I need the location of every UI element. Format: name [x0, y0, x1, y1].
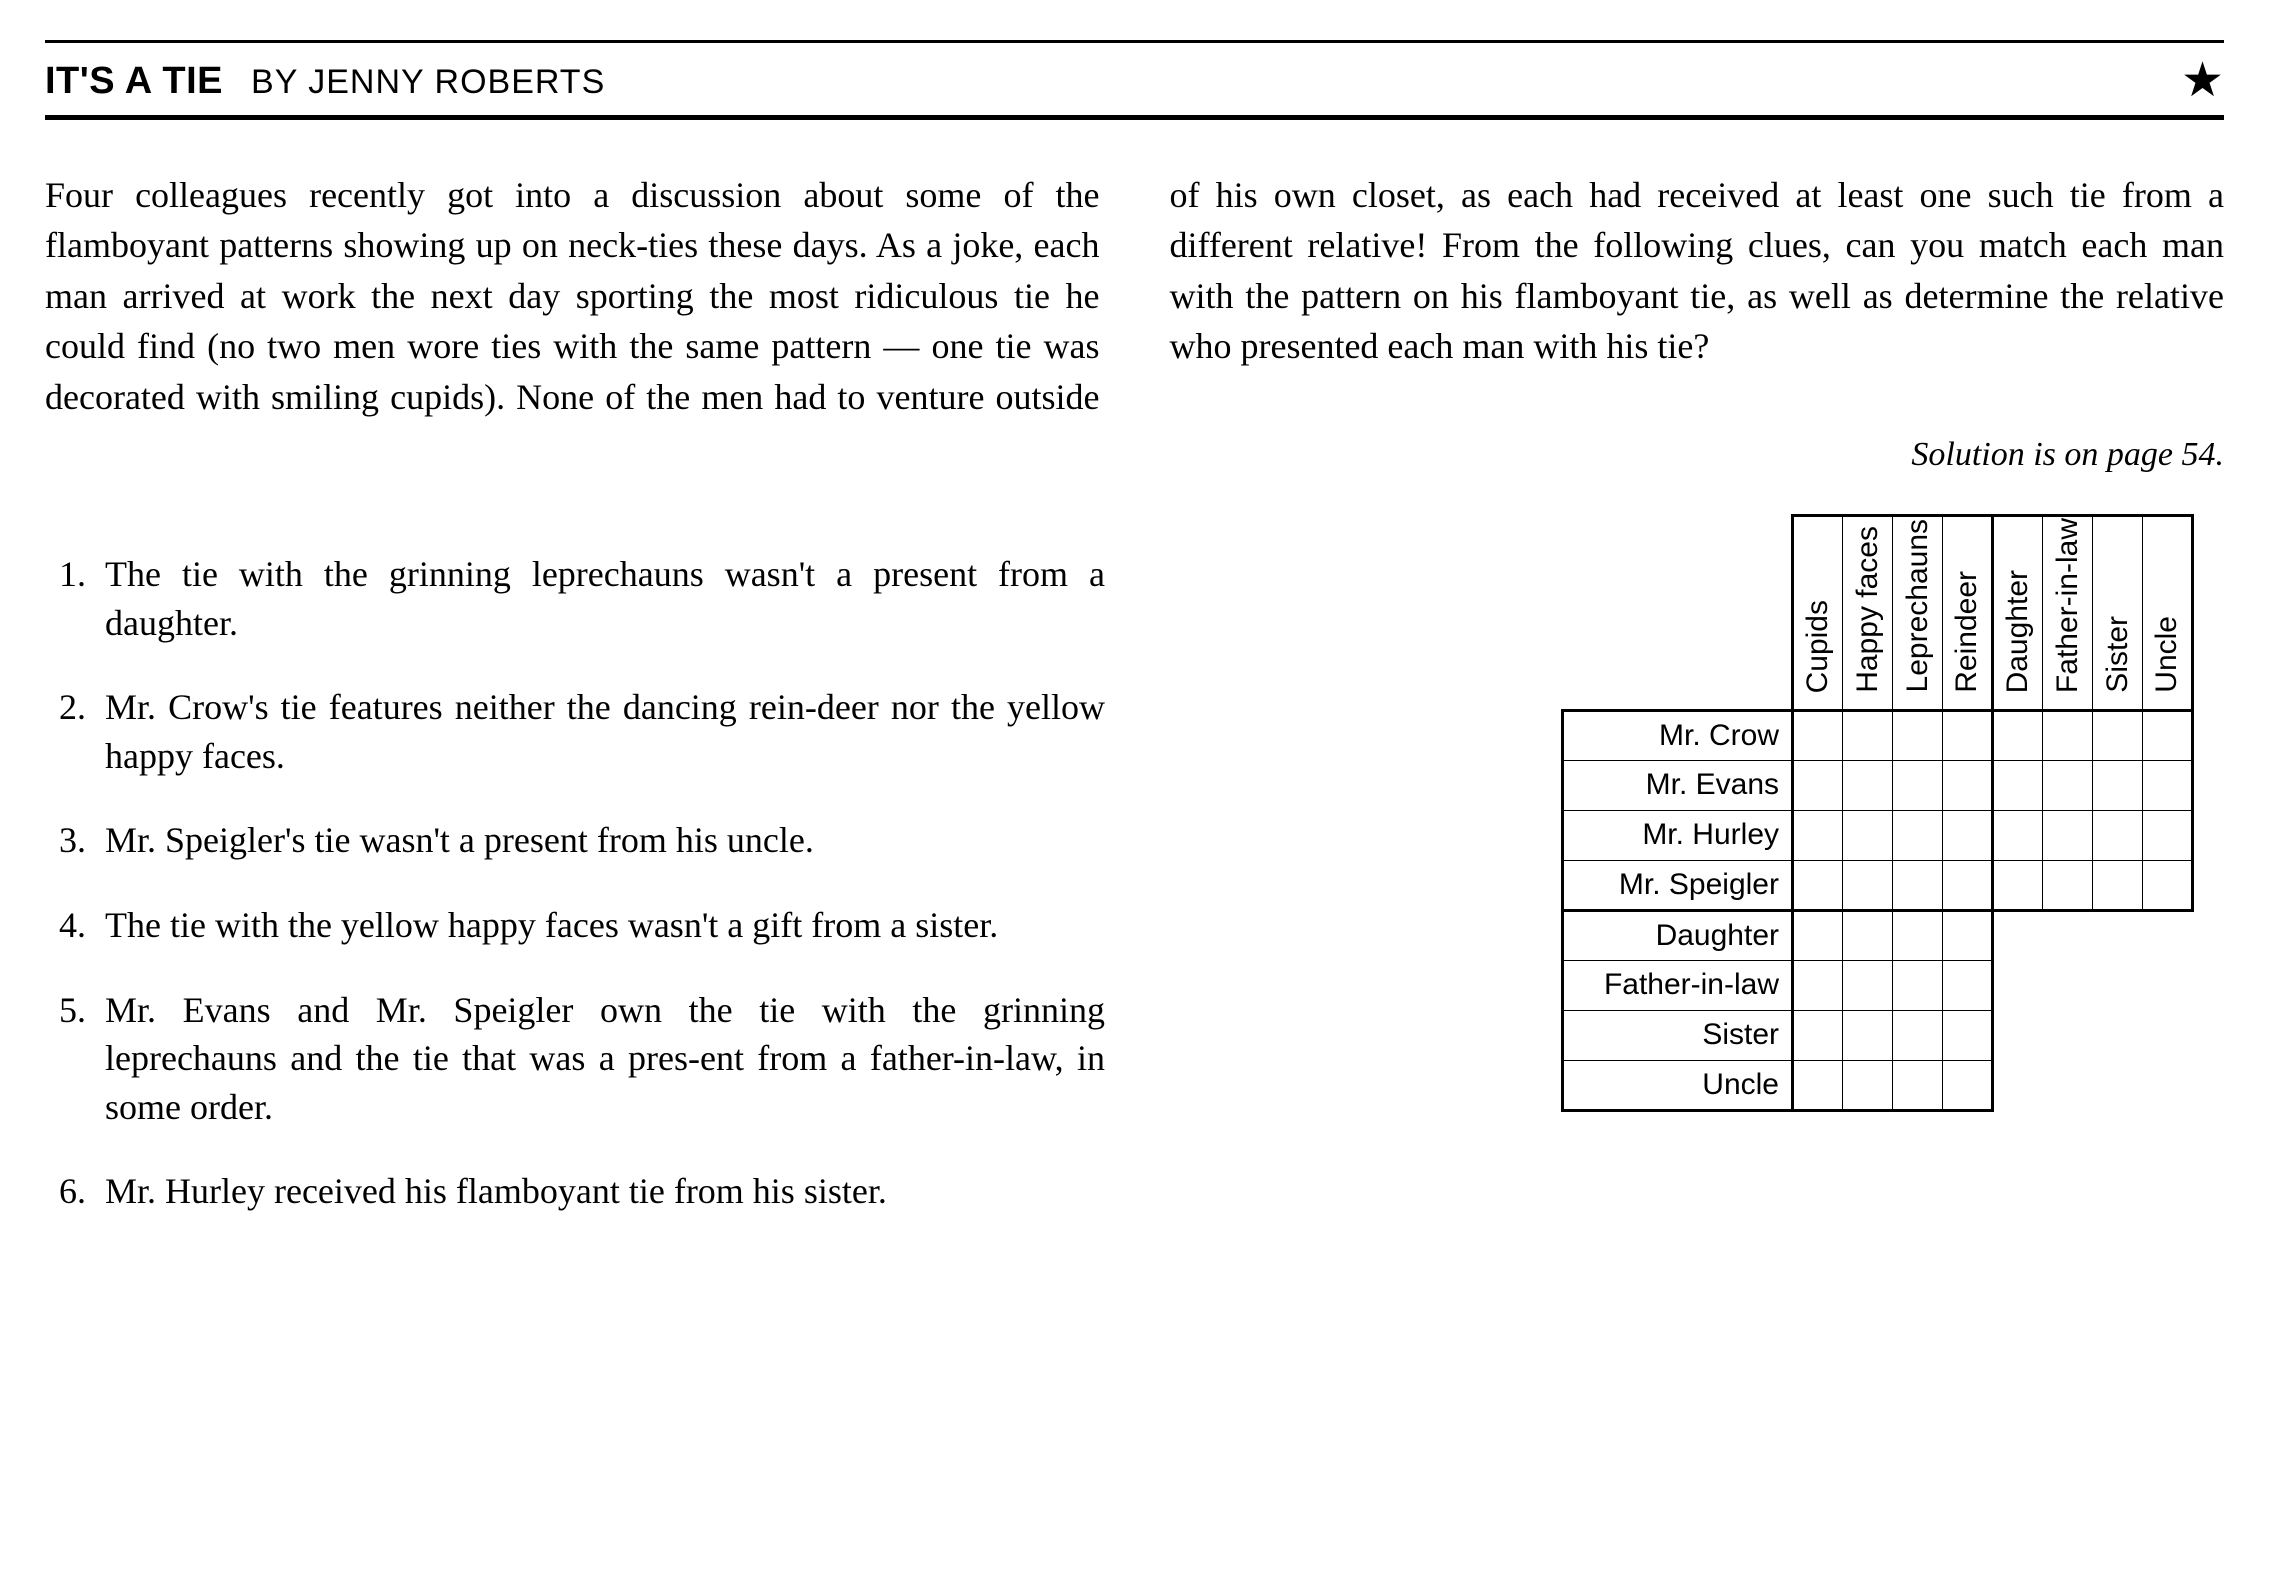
clue-item: Mr. Hurley received his flamboyant tie f…: [95, 1167, 1105, 1216]
grid-cell[interactable]: [1843, 710, 1893, 760]
grid-cell[interactable]: [2143, 710, 2193, 760]
grid-cell[interactable]: [1893, 760, 1943, 810]
grid-cell[interactable]: [1843, 860, 1893, 910]
by-prefix: BY: [251, 63, 298, 101]
grid-cell[interactable]: [2043, 810, 2093, 860]
grid-cell[interactable]: [2093, 810, 2143, 860]
grid-cell[interactable]: [2093, 760, 2143, 810]
grid-cell[interactable]: [1793, 710, 1843, 760]
logic-grid-wrap: Cupids Happy faces Leprechauns Reindeer …: [1175, 514, 2224, 1112]
grid-cell[interactable]: [1943, 910, 1993, 960]
grid-cell[interactable]: [1893, 1010, 1943, 1060]
grid-cell[interactable]: [1793, 760, 1843, 810]
grid-cell[interactable]: [1993, 810, 2043, 860]
grid-cell[interactable]: [1943, 960, 1993, 1010]
grid-blank-region: [1993, 910, 2193, 1110]
grid-col-header: Cupids: [1793, 515, 1843, 710]
clue-item: The tie with the grinning leprechauns wa…: [95, 550, 1105, 647]
grid-row: Mr. Crow: [1563, 710, 2193, 760]
grid-row: Mr. Evans: [1563, 760, 2193, 810]
grid-row-header: Mr. Speigler: [1563, 860, 1793, 910]
byline: BY JENNY ROBERTS: [251, 63, 605, 102]
clues-list: The tie with the grinning leprechauns wa…: [45, 550, 1105, 1252]
grid-col-header: Daughter: [1993, 515, 2043, 710]
grid-cell[interactable]: [1893, 810, 1943, 860]
grid-cell[interactable]: [1793, 1010, 1843, 1060]
grid-cell[interactable]: [1793, 810, 1843, 860]
lower-section: The tie with the grinning leprechauns wa…: [45, 514, 2224, 1288]
grid-cell[interactable]: [1843, 810, 1893, 860]
star-icon: ★: [2181, 57, 2224, 105]
grid-col-header: Leprechauns: [1893, 515, 1943, 710]
grid-row-header: Mr. Hurley: [1563, 810, 1793, 860]
grid-corner-blank: [1563, 515, 1793, 710]
grid-cell[interactable]: [2143, 860, 2193, 910]
grid-col-header: Sister: [2093, 515, 2143, 710]
grid-cell[interactable]: [2043, 860, 2093, 910]
grid-col-header: Uncle: [2143, 515, 2193, 710]
solution-note: Solution is on page 54.: [45, 436, 2224, 474]
intro-paragraph: Four colleagues recently got into a disc…: [45, 170, 2224, 422]
grid-row: Mr. Hurley: [1563, 810, 2193, 860]
grid-cell[interactable]: [1993, 760, 2043, 810]
grid-cell[interactable]: [1893, 960, 1943, 1010]
grid-row: Mr. Speigler: [1563, 860, 2193, 910]
grid-col-header: Reindeer: [1943, 515, 1993, 710]
grid-cell[interactable]: [1843, 1060, 1893, 1110]
grid-cell[interactable]: [2093, 710, 2143, 760]
grid-cell[interactable]: [1943, 1010, 1993, 1060]
grid-cell[interactable]: [2143, 760, 2193, 810]
grid-cell[interactable]: [1843, 1010, 1893, 1060]
grid-cell[interactable]: [1793, 960, 1843, 1010]
grid-cell[interactable]: [1893, 710, 1943, 760]
grid-cell[interactable]: [2143, 810, 2193, 860]
puzzle-title: IT'S A TIE: [45, 60, 223, 103]
clue-item: Mr. Speigler's tie wasn't a present from…: [95, 816, 1105, 865]
grid-cell[interactable]: [1993, 860, 2043, 910]
grid-cell[interactable]: [1893, 1060, 1943, 1110]
grid-row-header: Sister: [1563, 1010, 1793, 1060]
clue-item: The tie with the yellow happy faces wasn…: [95, 901, 1105, 950]
clue-item: Mr. Crow's tie features neither the danc…: [95, 683, 1105, 780]
grid-row-header: Mr. Crow: [1563, 710, 1793, 760]
grid-cell[interactable]: [2093, 860, 2143, 910]
grid-cell[interactable]: [1893, 910, 1943, 960]
grid-cell[interactable]: [1893, 860, 1943, 910]
content-area: Four colleagues recently got into a disc…: [45, 120, 2224, 1288]
grid-row-header: Mr. Evans: [1563, 760, 1793, 810]
grid-cell[interactable]: [1993, 710, 2043, 760]
header-bar: IT'S A TIE BY JENNY ROBERTS ★: [45, 49, 2224, 120]
grid-cell[interactable]: [1843, 910, 1893, 960]
grid-cell[interactable]: [1943, 810, 1993, 860]
grid-cell[interactable]: [1793, 910, 1843, 960]
grid-cell[interactable]: [1793, 860, 1843, 910]
grid-row-header: Father-in-law: [1563, 960, 1793, 1010]
grid-cell[interactable]: [1943, 860, 1993, 910]
grid-col-header: Happy faces: [1843, 515, 1893, 710]
grid-cell[interactable]: [2043, 710, 2093, 760]
grid-header-row: Cupids Happy faces Leprechauns Reindeer …: [1563, 515, 2193, 710]
header-left: IT'S A TIE BY JENNY ROBERTS: [45, 60, 605, 103]
grid-row-header: Uncle: [1563, 1060, 1793, 1110]
author-name: JENNY ROBERTS: [308, 63, 605, 101]
logic-grid: Cupids Happy faces Leprechauns Reindeer …: [1561, 514, 2194, 1112]
grid-cell[interactable]: [1943, 1060, 1993, 1110]
grid-cell[interactable]: [1843, 760, 1893, 810]
grid-cell[interactable]: [1843, 960, 1893, 1010]
clue-item: Mr. Evans and Mr. Speigler own the tie w…: [95, 986, 1105, 1132]
grid-cell[interactable]: [1943, 760, 1993, 810]
grid-cell[interactable]: [1793, 1060, 1843, 1110]
grid-row-header: Daughter: [1563, 910, 1793, 960]
grid-cell[interactable]: [1943, 710, 1993, 760]
grid-row: Daughter: [1563, 910, 2193, 960]
grid-cell[interactable]: [2043, 760, 2093, 810]
grid-col-header: Father-in-law: [2043, 515, 2093, 710]
top-rule-line: [45, 40, 2224, 43]
